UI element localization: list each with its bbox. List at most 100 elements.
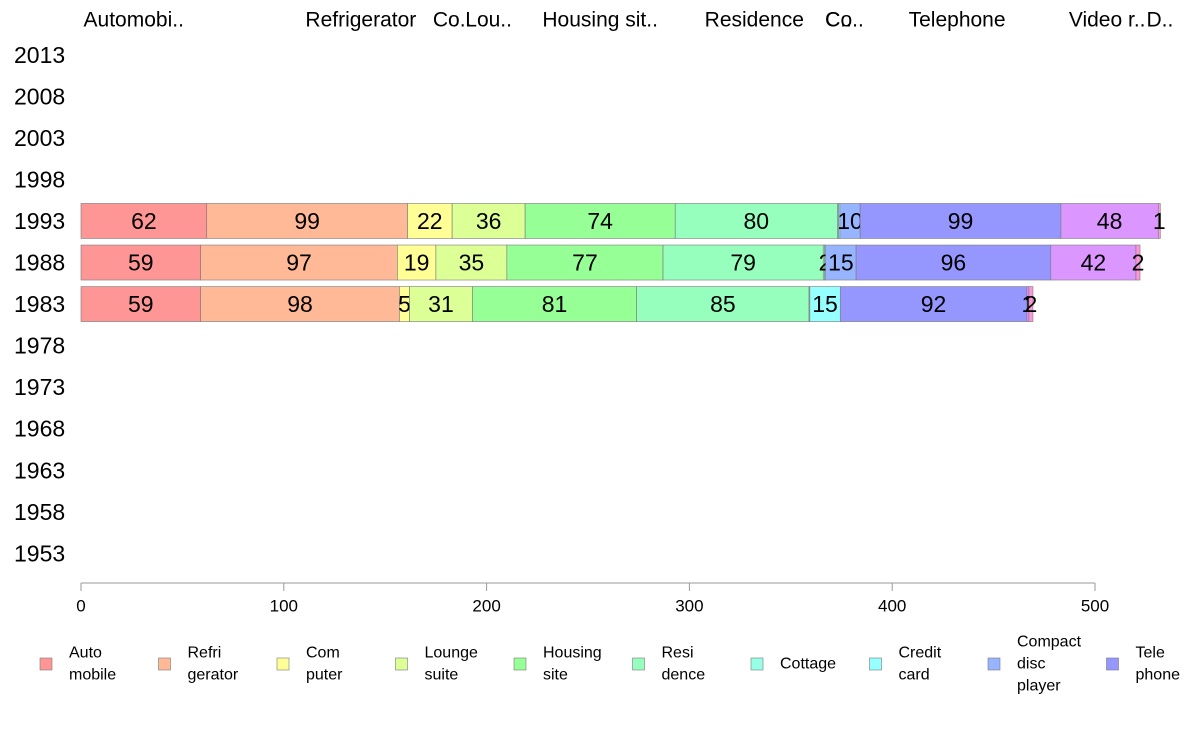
bar-segment bbox=[839, 286, 1028, 322]
bar-value-label: 15 bbox=[828, 250, 854, 276]
legend-label: card bbox=[899, 667, 930, 684]
legend-swatch bbox=[513, 657, 527, 671]
legend-label: puter bbox=[306, 667, 343, 684]
x-tick-label: 400 bbox=[878, 597, 906, 616]
bar-segment bbox=[1060, 203, 1159, 239]
bar-value-label: 36 bbox=[476, 208, 502, 234]
y-tick-label: 1958 bbox=[14, 499, 65, 525]
legend-label: Tele bbox=[1136, 645, 1165, 662]
legend-label: mobile bbox=[69, 667, 116, 684]
series-top-label: C.. bbox=[825, 9, 852, 32]
legend-label: phone bbox=[1136, 667, 1181, 684]
legend-label: dence bbox=[662, 667, 706, 684]
legend-swatch bbox=[869, 657, 882, 671]
legend-swatch bbox=[632, 657, 645, 671]
legend-swatch bbox=[39, 657, 53, 671]
series-top-label: Residence bbox=[705, 9, 804, 32]
bar-segment bbox=[451, 203, 526, 239]
bar-value-label: 99 bbox=[948, 208, 974, 234]
y-tick-label: 1983 bbox=[14, 291, 65, 317]
bar-value-label: 92 bbox=[921, 291, 947, 317]
bar-segment bbox=[80, 203, 208, 239]
bar-value-label: 19 bbox=[404, 250, 430, 276]
bar-value-label: 48 bbox=[1097, 208, 1123, 234]
bar-segment bbox=[662, 244, 824, 281]
bar-segment bbox=[1050, 244, 1137, 281]
bar-value-label: 2 bbox=[1132, 250, 1145, 276]
legend-label: suite bbox=[425, 667, 459, 684]
x-tick-label: 500 bbox=[1081, 597, 1109, 616]
bar-segment bbox=[674, 203, 838, 239]
bar-value-label: 2 bbox=[1025, 291, 1038, 317]
bar-value-label: 15 bbox=[812, 291, 838, 317]
y-tick-label: 1988 bbox=[14, 250, 65, 276]
y-tick-label: 1963 bbox=[14, 457, 65, 483]
legend-label: Housing bbox=[543, 645, 602, 662]
y-tick-label: 1978 bbox=[14, 333, 65, 359]
bar-value-label: 79 bbox=[730, 250, 756, 276]
bar-value-label: 85 bbox=[710, 291, 736, 317]
bar-segment bbox=[409, 286, 473, 322]
bar-value-label: 80 bbox=[744, 208, 770, 234]
series-top-label: Co.. bbox=[433, 9, 472, 32]
legend-label: Resi bbox=[662, 645, 694, 662]
legend-swatch bbox=[750, 657, 764, 671]
y-tick-label: 2013 bbox=[14, 42, 65, 68]
x-tick-label: 300 bbox=[675, 597, 703, 616]
bar-value-label: 59 bbox=[128, 291, 154, 317]
bar-segment bbox=[524, 203, 676, 239]
x-tick-label: 100 bbox=[270, 597, 298, 616]
legend-swatch bbox=[395, 657, 408, 671]
x-tick-label: 0 bbox=[76, 597, 85, 616]
bar-value-label: 99 bbox=[294, 208, 320, 234]
bar-segment bbox=[80, 286, 201, 322]
series-top-label: Video r.. bbox=[1069, 9, 1146, 32]
legend-label: Credit bbox=[899, 645, 942, 662]
bar-segment bbox=[472, 286, 637, 322]
bar-segment bbox=[1135, 244, 1141, 281]
legend-label: Com bbox=[306, 645, 340, 662]
bar-value-label: 1 bbox=[1153, 208, 1166, 234]
legend-label: player bbox=[1017, 678, 1061, 695]
bar-segment bbox=[407, 203, 453, 239]
legend-label: Auto bbox=[69, 645, 102, 662]
series-top-label: Automobi.. bbox=[84, 9, 184, 32]
bar-segment bbox=[1157, 203, 1161, 239]
bar-segment bbox=[200, 244, 398, 281]
bar-segment bbox=[435, 244, 508, 281]
legend-label: Compact bbox=[1017, 634, 1082, 651]
bar-segment bbox=[636, 286, 810, 322]
y-tick-label: 1953 bbox=[14, 540, 65, 566]
bar-value-label: 42 bbox=[1081, 250, 1107, 276]
bar-segment bbox=[859, 203, 1062, 239]
bar-value-label: 31 bbox=[428, 291, 454, 317]
y-tick-label: 1968 bbox=[14, 416, 65, 442]
bar-segment bbox=[825, 244, 857, 281]
y-tick-label: 1973 bbox=[14, 374, 65, 400]
legend-swatch bbox=[1106, 657, 1119, 671]
legend-label: disc bbox=[1017, 656, 1045, 673]
series-top-label: Lou.. bbox=[465, 9, 512, 32]
legend-label: Refri bbox=[188, 645, 222, 662]
legend-label: Cottage bbox=[780, 656, 836, 673]
bar-value-label: 98 bbox=[287, 291, 313, 317]
y-tick-label: 1998 bbox=[14, 166, 65, 192]
bar-value-label: 5 bbox=[398, 291, 411, 317]
bar-value-label: 59 bbox=[128, 250, 154, 276]
bar-segment bbox=[397, 244, 437, 281]
bar-segment bbox=[506, 244, 664, 281]
series-top-label: Co.. bbox=[825, 9, 864, 32]
bar-value-label: 35 bbox=[459, 250, 485, 276]
legend-label: Lounge bbox=[425, 645, 478, 662]
y-tick-label: 1993 bbox=[14, 208, 65, 234]
bar-value-label: 10 bbox=[837, 208, 863, 234]
legend-label: site bbox=[543, 667, 568, 684]
bar-value-label: 22 bbox=[417, 208, 443, 234]
bar-segment bbox=[855, 244, 1052, 281]
bar-value-label: 62 bbox=[131, 208, 157, 234]
series-top-label: D.. bbox=[1146, 9, 1173, 32]
y-tick-label: 2008 bbox=[14, 83, 65, 109]
bar-segment bbox=[1028, 286, 1034, 322]
bar-value-label: 96 bbox=[941, 250, 967, 276]
